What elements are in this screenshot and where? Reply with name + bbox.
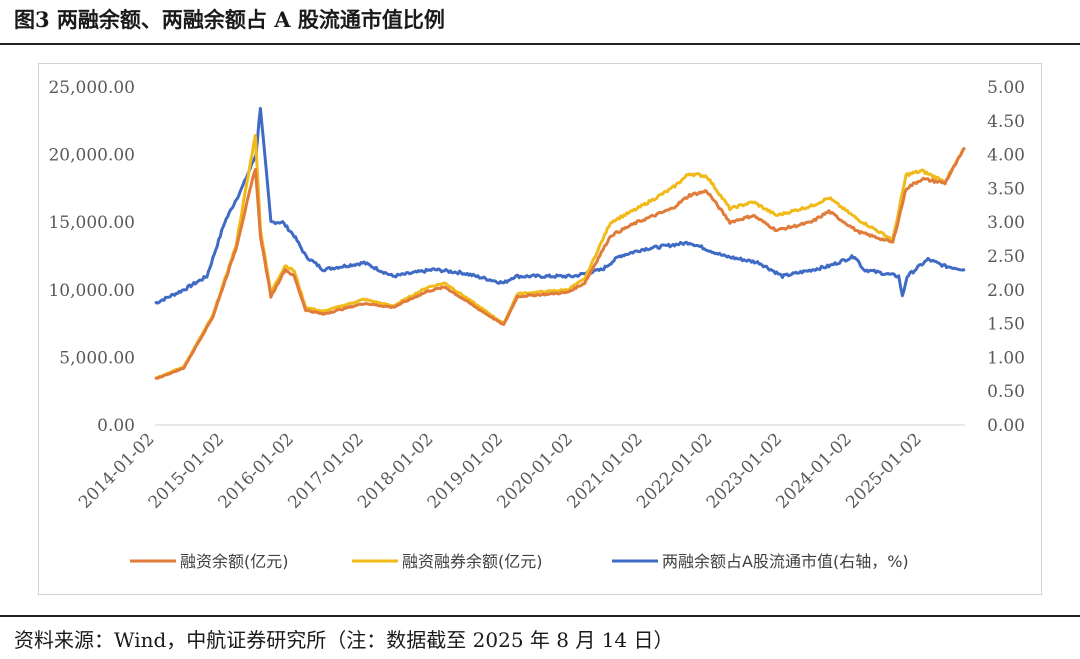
- left-tick-label: 25,000.00: [48, 78, 135, 98]
- right-tick-label: 0.00: [987, 416, 1025, 436]
- left-tick-label: 10,000.00: [48, 281, 135, 301]
- left-tick-label: 15,000.00: [48, 213, 135, 233]
- top-rule: [0, 43, 1080, 45]
- source-note: 资料来源：Wind，中航证券研究所（注：数据截至 2025 年 8 月 14 日…: [14, 628, 674, 652]
- right-tick-label: 0.50: [987, 382, 1025, 402]
- chart-frame: [38, 63, 1042, 595]
- right-tick-label: 3.50: [987, 179, 1025, 199]
- left-tick-label: 0.00: [97, 416, 135, 436]
- series-line-0: [154, 146, 966, 381]
- right-tick-label: 4.50: [987, 112, 1025, 132]
- figure-title: 图3 两融余额、两融余额占 A 股流通市值比例: [14, 7, 445, 32]
- chart-canvas: 0.00 5,000.00 10,000.00 15,000.00 20,000.00 2…: [48, 78, 1025, 571]
- right-tick-label: 3.00: [987, 213, 1025, 233]
- series-line-1: [154, 134, 966, 380]
- plot-area: [154, 106, 966, 381]
- legend-label-1: 融资融券余额(亿元): [402, 552, 543, 571]
- x-axis: 2014-01-022015-01-022016-01-022017-01-02…: [75, 424, 965, 513]
- series-line-2: [154, 106, 966, 305]
- right-axis: 0.00 0.50 1.00 1.50 2.00 2.50 3.00 3.50 4.00 4.50…: [987, 78, 1025, 436]
- bottom-rule: [0, 615, 1080, 617]
- x-tick-label: 2025-01-02: [842, 429, 925, 512]
- legend: 融资余额(亿元) 融资融券余额(亿元) 两融余额占A股流通市值(右轴，%): [130, 552, 909, 571]
- right-tick-label: 1.00: [987, 348, 1025, 368]
- right-tick-label: 2.50: [987, 247, 1025, 267]
- right-tick-label: 5.00: [987, 78, 1025, 98]
- left-tick-label: 5,000.00: [59, 348, 135, 368]
- legend-label-0: 融资余额(亿元): [180, 552, 289, 571]
- legend-label-2: 两融余额占A股流通市值(右轴，%): [662, 552, 909, 571]
- left-axis: 0.00 5,000.00 10,000.00 15,000.00 20,000.00 2…: [48, 78, 135, 436]
- right-tick-label: 2.00: [987, 281, 1025, 301]
- right-tick-label: 1.50: [987, 315, 1025, 335]
- right-tick-label: 4.00: [987, 146, 1025, 166]
- left-tick-label: 20,000.00: [48, 146, 135, 166]
